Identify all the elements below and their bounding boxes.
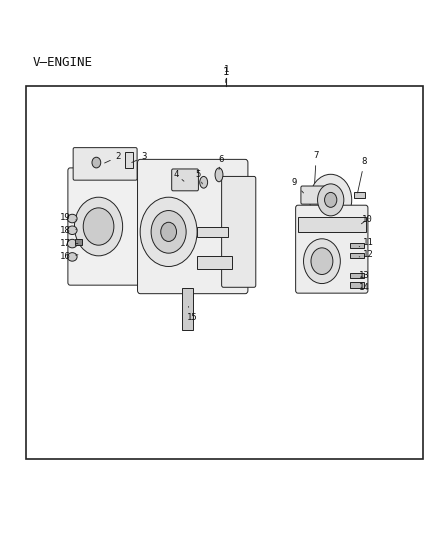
FancyBboxPatch shape	[172, 169, 198, 191]
Ellipse shape	[67, 253, 77, 261]
Bar	[350, 253, 364, 258]
Text: 17: 17	[60, 239, 78, 248]
Bar	[26, 86, 423, 459]
Text: 19: 19	[60, 213, 77, 222]
Bar	[182, 288, 193, 330]
Circle shape	[318, 184, 344, 216]
Circle shape	[325, 192, 337, 207]
Circle shape	[310, 174, 352, 225]
Text: 4: 4	[174, 171, 184, 181]
Text: 1: 1	[223, 67, 229, 77]
Ellipse shape	[215, 168, 223, 182]
Text: V–ENGINE: V–ENGINE	[33, 56, 93, 69]
FancyBboxPatch shape	[222, 176, 256, 287]
FancyBboxPatch shape	[73, 148, 137, 180]
Bar	[354, 192, 365, 198]
Circle shape	[311, 248, 333, 274]
Bar	[75, 239, 82, 245]
Text: 18: 18	[60, 227, 77, 235]
Circle shape	[151, 211, 186, 253]
Text: 15: 15	[187, 306, 198, 321]
Text: 10: 10	[361, 215, 372, 224]
Text: 14: 14	[359, 284, 370, 292]
Bar	[350, 243, 364, 248]
Bar	[197, 256, 232, 269]
Text: 1: 1	[224, 64, 229, 83]
Ellipse shape	[67, 226, 77, 235]
Circle shape	[83, 208, 114, 245]
Bar	[125, 152, 133, 168]
Text: 3: 3	[132, 152, 147, 163]
Text: 2: 2	[105, 152, 121, 163]
Circle shape	[74, 197, 123, 256]
Text: 6: 6	[219, 156, 224, 169]
Text: 11: 11	[359, 238, 373, 247]
Text: 5: 5	[196, 171, 202, 184]
Ellipse shape	[67, 214, 77, 223]
Circle shape	[140, 197, 197, 266]
Text: 9: 9	[292, 179, 304, 193]
Bar	[350, 273, 364, 278]
Circle shape	[92, 157, 101, 168]
Ellipse shape	[67, 239, 77, 248]
FancyBboxPatch shape	[296, 205, 368, 293]
Text: 16: 16	[60, 253, 78, 261]
Text: 7: 7	[314, 151, 319, 183]
Circle shape	[304, 239, 340, 284]
Text: 12: 12	[359, 251, 373, 259]
Circle shape	[161, 222, 177, 241]
FancyBboxPatch shape	[138, 159, 248, 294]
Text: 8: 8	[357, 157, 367, 193]
Bar	[350, 282, 364, 288]
Bar	[298, 217, 366, 232]
FancyBboxPatch shape	[68, 168, 151, 285]
Ellipse shape	[200, 176, 208, 188]
Bar	[197, 227, 228, 237]
FancyBboxPatch shape	[301, 186, 336, 204]
Text: 13: 13	[359, 271, 370, 280]
